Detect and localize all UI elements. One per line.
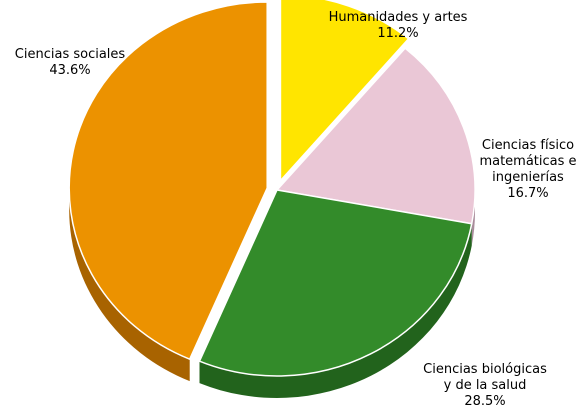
slice-label-sociales-line-1: Ciencias sociales	[14, 47, 126, 62]
pie-side-ciencias-biologicas-y-de-la-salud	[199, 223, 472, 399]
slice-value-sociales: 43.6%	[49, 63, 91, 78]
pie-slice-ciencias-biologicas-y-de-la-salud	[198, 189, 473, 377]
pie-slices	[68, 0, 476, 377]
slice-label-fisico-matematicas-line-3: ingenierías	[492, 170, 564, 185]
slice-value-humanidades: 11.2%	[377, 26, 419, 41]
slice-label-fisico-matematicas: Ciencias físico matemáticas e ingeniería…	[479, 138, 576, 202]
slice-value-fisico-matematicas: 16.7%	[507, 186, 549, 201]
pie-side-ciencias-sociales	[69, 188, 190, 382]
slice-label-fisico-matematicas-line-2: matemáticas e	[479, 154, 577, 169]
slice-label-humanidades: Humanidades y artes 11.2%	[329, 10, 468, 42]
pie-slice-ciencias-sociales	[68, 1, 268, 361]
slice-label-fisico-matematicas-line-1: Ciencias físico	[481, 138, 575, 153]
slice-label-biologicas: Ciencias biológicas y de la salud 28.5%	[423, 362, 547, 410]
slice-label-humanidades-line-1: Humanidades y artes	[328, 10, 468, 25]
slice-value-biologicas: 28.5%	[464, 394, 506, 409]
pie-slice-humanidades-y-artes	[279, 0, 410, 183]
slice-label-sociales: Ciencias sociales 43.6%	[15, 47, 125, 79]
pie-slice-ciencias-fisico-matematicas-e-ingenierias	[275, 47, 476, 225]
slice-label-biologicas-line-1: Ciencias biológicas	[423, 362, 547, 377]
slice-label-biologicas-line-2: y de la salud	[443, 378, 527, 393]
